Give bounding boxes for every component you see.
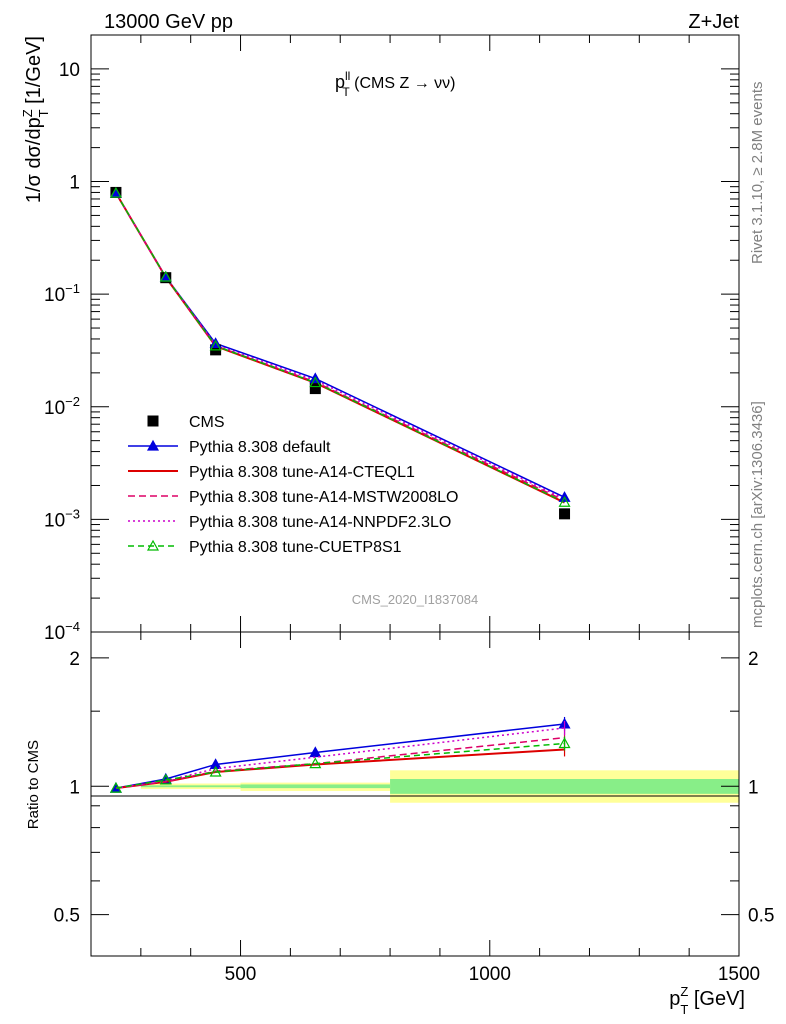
ratio-cuetp8s1-marker (109, 781, 122, 793)
ratio-cuetp8s1-marker (309, 757, 322, 769)
ratio-default-marker (309, 746, 322, 758)
mcplots-label: mcplots.cern.ch [arXiv:1306.3436] (749, 401, 766, 628)
legend-label: Pythia 8.308 default (189, 439, 331, 456)
main-y-label-text: 1/σ dσ/dp (23, 117, 45, 203)
main-series-line (115, 192, 565, 500)
main-series-line (115, 192, 565, 503)
x-label-sub: T (680, 1002, 688, 1017)
ratio-cuetp8s1-marker (209, 765, 222, 777)
ratio-y-tick-label-right: 2 (748, 649, 759, 670)
rivet-label: Rivet 3.1.10, ≥ 2.8M events (749, 82, 766, 265)
analysis-id-label: CMS_2020_I1837084 (352, 592, 479, 607)
legend: CMS Pythia 8.308 default Pythia 8.308 tune… (128, 414, 458, 556)
process-label: Z+Jet (688, 11, 739, 33)
plot-title-sup: ll (345, 69, 350, 83)
main-y-label-sub: T (36, 109, 51, 117)
main-y-tick-base: 10 (44, 510, 65, 531)
x-tick-label: 500 (225, 964, 257, 985)
ratio-y-tick-label: 2 (69, 649, 80, 670)
cuetp8s1-marker (109, 186, 122, 198)
plot-title-sub: T (342, 85, 350, 99)
main-y-tick-exponent: −1 (65, 281, 80, 296)
cms-data-point (309, 383, 321, 395)
main-y-tick-label: 10−2 (44, 394, 80, 419)
ratio-series-line (115, 727, 565, 789)
ratio-plot-panel: 2 2 1 1 0.5 0.5 500 1000 1500 Ratio to CMS pZ T [… (25, 631, 774, 1017)
ratio-uncertainty-band-inner (140, 785, 241, 788)
main-series-line (115, 192, 565, 504)
ratio-cuetp8s1-marker (558, 737, 571, 749)
ratio-series-line (115, 736, 565, 789)
ratio-y-tick-label-right: 0.5 (748, 906, 774, 927)
main-y-tick-exponent: −3 (65, 506, 80, 521)
ratio-cuetp8s1-marker (159, 773, 172, 785)
ratio-y-tick-label-right: 1 (748, 777, 759, 798)
legend-label: Pythia 8.308 tune-A14-MSTW2008LO (189, 489, 458, 506)
cuetp8s1-marker (558, 495, 571, 507)
x-tick-label: 1500 (718, 964, 760, 985)
x-label-text: p (669, 988, 680, 1010)
main-y-tick-base: 10 (59, 60, 80, 81)
legend-cms-marker (147, 415, 159, 427)
legend-label: Pythia 8.308 tune-A14-NNPDF2.3LO (189, 514, 451, 531)
x-axis-label: pZ T [GeV] (669, 984, 745, 1017)
ratio-plot-frame (90, 631, 740, 957)
cms-data-point (559, 508, 571, 520)
ratio-y-axis-label: Ratio to CMS (25, 740, 42, 829)
ratio-y-tick-label: 1 (69, 777, 80, 798)
energy-label: 13000 GeV pp (104, 11, 233, 33)
main-y-tick-base: 10 (44, 398, 65, 419)
main-series-line (115, 192, 565, 498)
main-y-tick-label: 10 (59, 60, 80, 81)
cuetp8s1-marker (159, 270, 172, 282)
ratio-y-tick-label: 0.5 (54, 906, 80, 927)
main-series-line (115, 192, 565, 502)
plot-title-rest: (CMS Z → νν) (350, 75, 456, 92)
legend-marker (146, 439, 160, 451)
main-y-tick-label: 1 (69, 173, 80, 194)
ratio-uncertainty-band-inner (390, 779, 739, 794)
x-label-sup: Z (680, 984, 688, 999)
legend-label: Pythia 8.308 tune-A14-CTEQL1 (189, 464, 415, 481)
cuetp8s1-marker (309, 376, 322, 388)
x-tick-label: 1000 (469, 964, 511, 985)
legend-label: CMS (189, 414, 225, 431)
main-y-tick-exponent: −4 (65, 619, 80, 634)
main-y-tick-label: 10−4 (44, 619, 80, 644)
main-y-axis-label: 1/σ dσ/dpZT [1/GeV] (20, 36, 51, 203)
main-y-tick-label: 10−1 (44, 281, 80, 306)
main-y-tick-base: 1 (69, 173, 80, 194)
main-y-tick-label: 10−3 (44, 506, 80, 531)
main-y-tick-exponent: −2 (65, 394, 80, 409)
plot-title: pll T (CMS Z → νν) (335, 69, 455, 99)
cuetp8s1-marker (209, 339, 222, 351)
legend-marker (146, 539, 160, 551)
plot-title-main: p (335, 72, 345, 92)
main-y-tick-base: 10 (44, 623, 65, 644)
main-y-label-sup: Z (20, 109, 35, 117)
main-y-label-unit: [1/GeV] (23, 36, 45, 109)
main-y-tick-base: 10 (44, 285, 65, 306)
ratio-series-line (115, 742, 565, 789)
legend-label: Pythia 8.308 tune-CUETP8S1 (189, 539, 402, 556)
ratio-uncertainty-band-inner (240, 784, 391, 789)
x-label-unit: [GeV] (688, 988, 745, 1010)
